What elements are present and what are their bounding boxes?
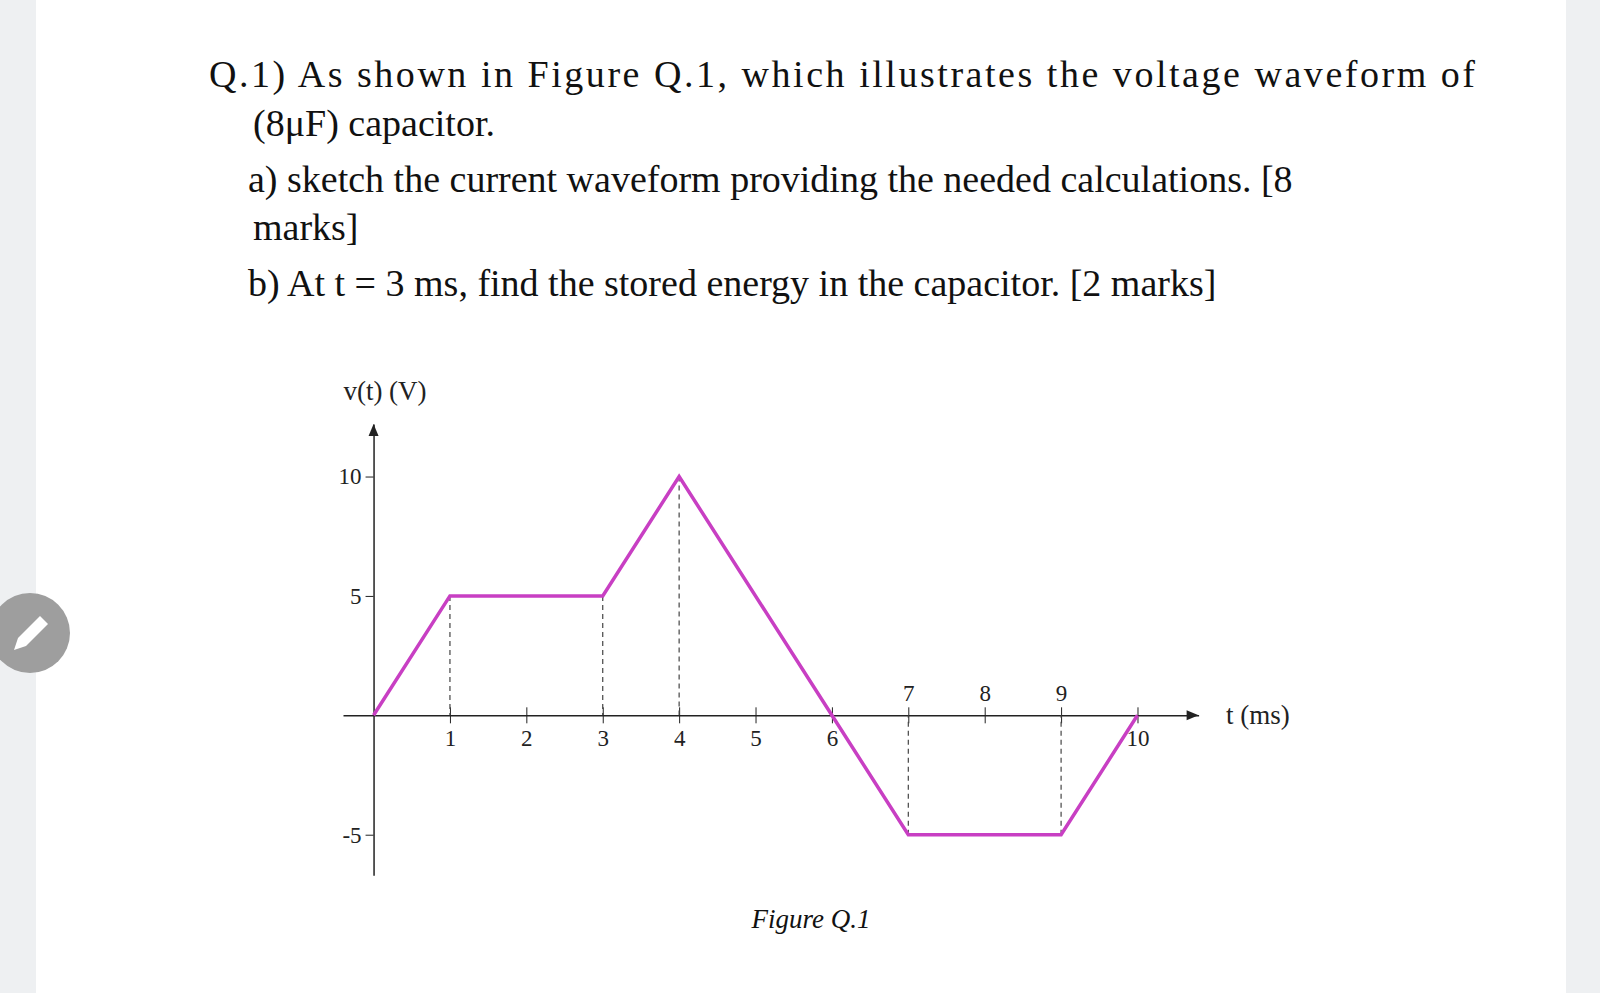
edit-icon[interactable] bbox=[14, 616, 48, 650]
x-tick-label: 2 bbox=[521, 726, 533, 751]
y-tick-mark bbox=[366, 596, 374, 597]
drop-line bbox=[908, 715, 909, 834]
question-line: (8μF) capacitor. bbox=[253, 102, 495, 145]
x-tick-label: 7 bbox=[903, 681, 915, 706]
y-arrow bbox=[369, 424, 379, 436]
y-tick-mark bbox=[366, 835, 374, 836]
x-tick-mark bbox=[1137, 707, 1138, 723]
x-tick-mark bbox=[526, 707, 527, 723]
drop-line bbox=[449, 596, 450, 715]
y-tick-label: 5 bbox=[350, 584, 362, 609]
x-axis-line bbox=[344, 715, 1200, 717]
x-tick: 8 bbox=[979, 681, 991, 723]
question-line: a) sketch the current waveform providing… bbox=[248, 158, 1293, 201]
y-tick-label: 10 bbox=[339, 464, 362, 489]
x-axis-title: t (ms) bbox=[1226, 700, 1290, 730]
x-tick: 5 bbox=[750, 707, 762, 750]
x-arrow bbox=[1187, 710, 1199, 720]
question-line: Q.1) As shown in Figure Q.1, which illus… bbox=[209, 53, 1475, 96]
x-tick-label: 3 bbox=[597, 726, 609, 751]
x-tick-label: 4 bbox=[674, 726, 686, 751]
voltage-waveform bbox=[374, 477, 1138, 835]
drop-line bbox=[1060, 715, 1061, 834]
y-axis-title: v(t) (V) bbox=[343, 376, 426, 406]
question-line: marks] bbox=[253, 206, 359, 248]
edit-button[interactable] bbox=[0, 593, 70, 673]
background bbox=[0, 0, 1600, 993]
drop-line bbox=[679, 477, 680, 716]
y-tick: -5 bbox=[342, 823, 373, 848]
x-tick-label: 8 bbox=[979, 681, 991, 706]
drop-line bbox=[602, 596, 603, 715]
x-tick-mark bbox=[985, 707, 986, 723]
y-tick-label: -5 bbox=[342, 823, 361, 848]
x-tick: 4 bbox=[674, 707, 686, 750]
x-tick-label: 9 bbox=[1056, 681, 1068, 706]
page: Q.1) As shown in Figure Q.1, which illus… bbox=[0, 0, 1600, 993]
x-tick-label: 6 bbox=[827, 726, 839, 751]
paper bbox=[36, 0, 1566, 993]
x-tick-label: 1 bbox=[445, 726, 457, 751]
edit-button-circle[interactable] bbox=[0, 593, 70, 673]
y-tick: 5 bbox=[350, 584, 374, 609]
x-tick-mark bbox=[756, 707, 757, 723]
question-line: b) At t = 3 ms, find the stored energy i… bbox=[248, 262, 1216, 305]
y-tick: 10 bbox=[339, 464, 374, 489]
y-axis: -5 5 10 bbox=[339, 425, 375, 876]
x-tick: 2 bbox=[521, 707, 533, 750]
y-axis-line bbox=[373, 425, 375, 876]
figure-caption: Figure Q.1 bbox=[751, 904, 871, 934]
plot-area bbox=[374, 477, 1138, 835]
x-tick-label: 5 bbox=[750, 726, 762, 751]
y-tick-mark bbox=[366, 477, 374, 478]
x-axis: 12345678910 bbox=[344, 681, 1200, 750]
